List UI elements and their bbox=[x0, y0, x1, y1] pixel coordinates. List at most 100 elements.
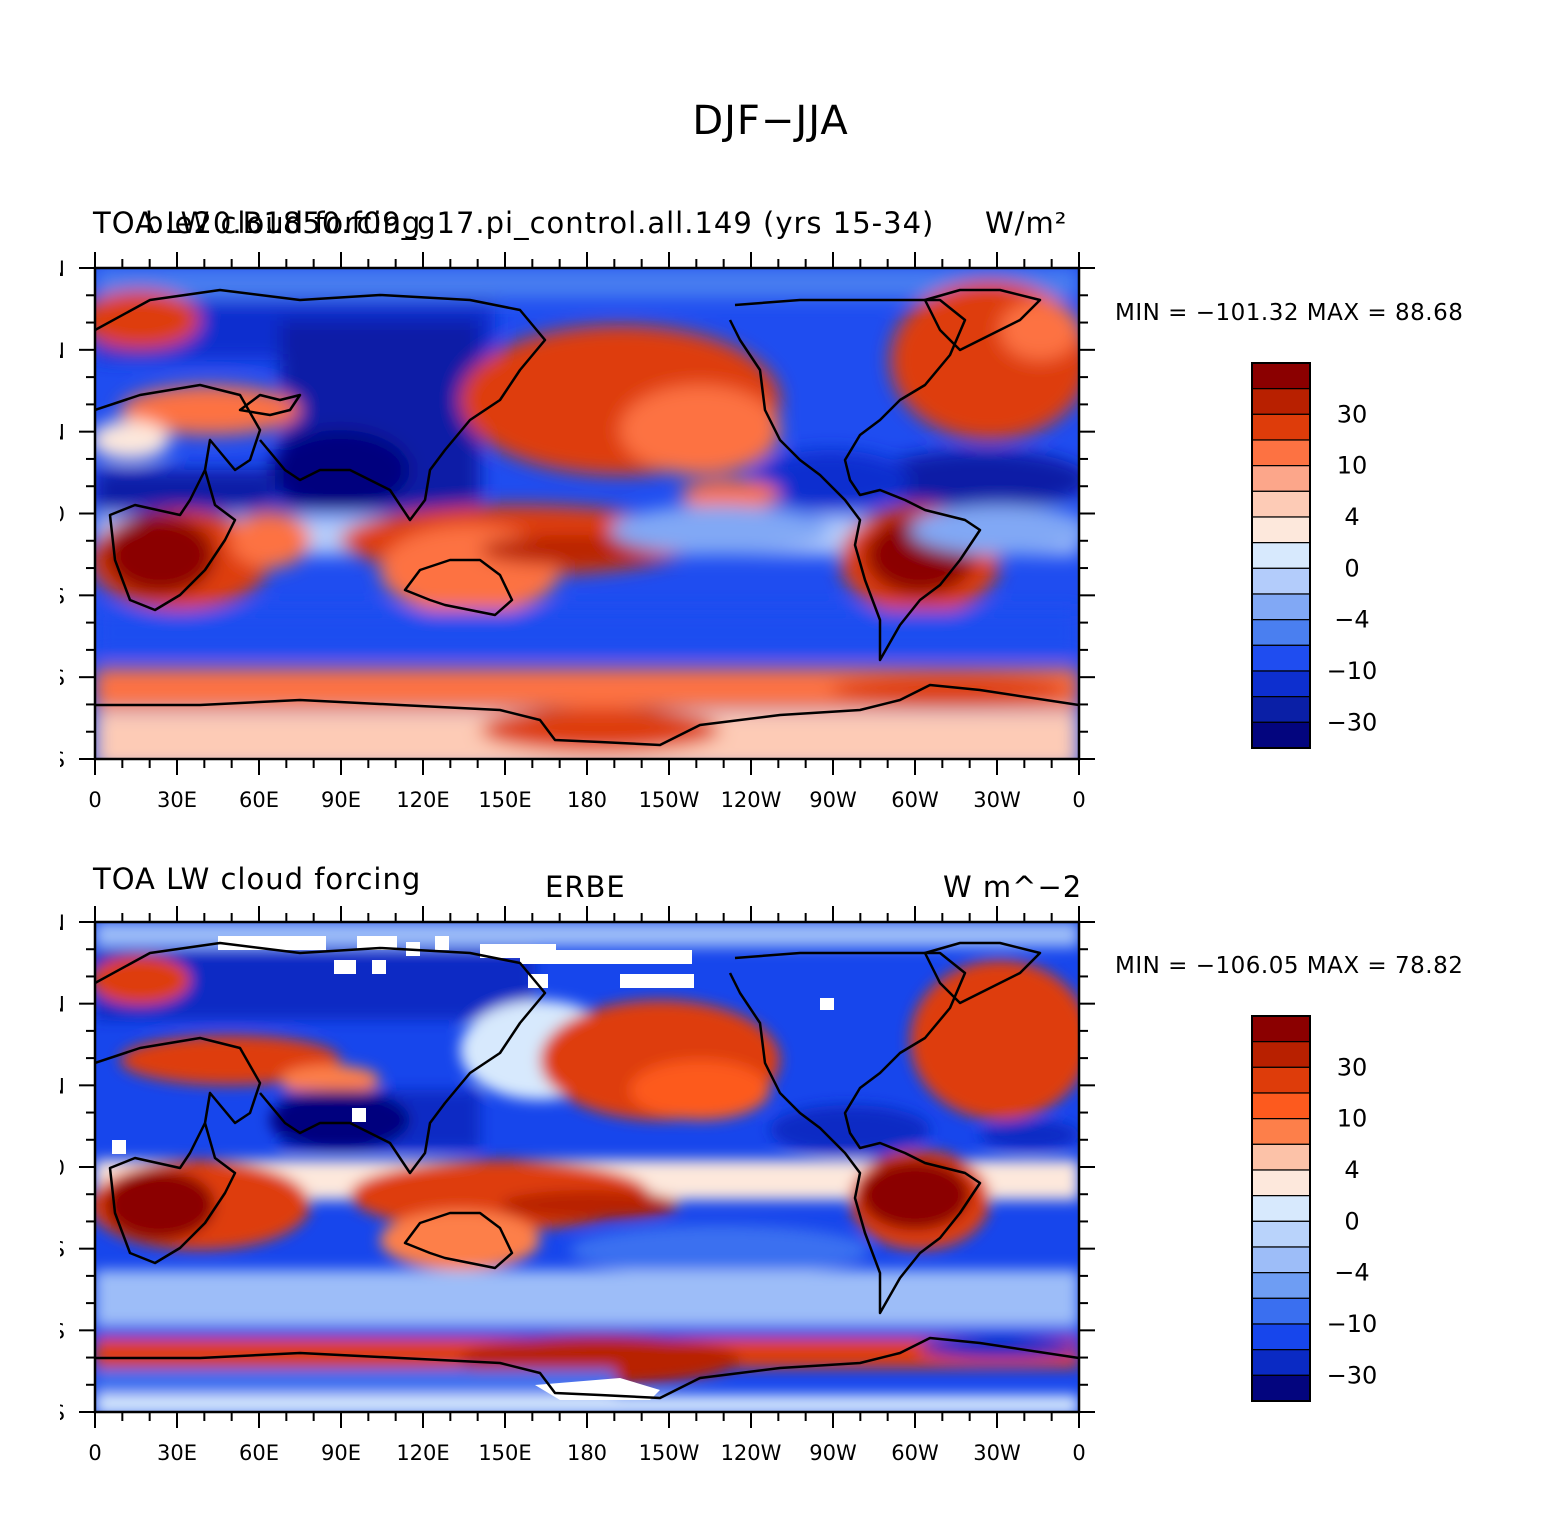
lon-tick-label: 60W bbox=[891, 788, 939, 812]
colorbar-swatch bbox=[1251, 670, 1311, 698]
colorbar-swatch bbox=[1251, 721, 1311, 749]
lon-tick-label: 30W bbox=[973, 1441, 1021, 1465]
lon-tick-label: 120W bbox=[721, 788, 782, 812]
colorbar-label: −4 bbox=[1334, 606, 1369, 634]
panel1-colorbar: 30 10 4 0 −4 −10 −30 bbox=[1251, 362, 1378, 749]
colorbar-swatch bbox=[1251, 619, 1311, 646]
colorbar-swatch bbox=[1251, 413, 1311, 441]
panel2-map: 0 30E 60E 90E 120E 150E 180 150W 120W 90W 60W 30W 0 9… bbox=[60, 906, 1095, 1465]
colorbar-label: 0 bbox=[1344, 1207, 1359, 1235]
colorbar-swatch bbox=[1251, 1195, 1311, 1222]
lat-tick-label: 30N bbox=[60, 1074, 65, 1098]
lon-tick-label: 120E bbox=[396, 788, 449, 812]
colorbar-label: 10 bbox=[1337, 452, 1368, 480]
colorbar-swatch bbox=[1251, 1092, 1311, 1120]
colorbar-swatch bbox=[1251, 1041, 1311, 1068]
panel2-units: W m^−2 bbox=[943, 870, 1083, 904]
lon-tick-label: 90E bbox=[321, 788, 361, 812]
panel1-left-title: TOA LW cloud forcing bbox=[93, 206, 422, 240]
colorbar-frame bbox=[1251, 362, 1311, 749]
colorbar-swatch bbox=[1251, 1220, 1311, 1248]
colorbar-swatch bbox=[1251, 1066, 1311, 1094]
lon-tick-label: 120W bbox=[721, 1441, 782, 1465]
lon-tick-label: 0 bbox=[88, 788, 101, 812]
colorbar-label: 4 bbox=[1344, 503, 1359, 531]
lon-tick-label: 90W bbox=[809, 788, 857, 812]
colorbar-frame bbox=[1251, 1015, 1311, 1402]
panel1-min-max: MIN = −101.32 MAX = 88.68 bbox=[1115, 300, 1464, 326]
colorbar-swatch bbox=[1251, 644, 1311, 672]
lon-tick-label: 0 bbox=[1072, 1441, 1085, 1465]
panel2-left-title: TOA LW cloud forcing bbox=[93, 862, 422, 896]
lat-tick-label: 60S bbox=[60, 666, 65, 690]
lon-tick-label: 180 bbox=[567, 1441, 607, 1465]
lon-tick-label: 60W bbox=[891, 1441, 939, 1465]
colorbar-swatch bbox=[1251, 1323, 1311, 1351]
lat-tick-label: 90N bbox=[60, 257, 65, 281]
lon-tick-label: 60E bbox=[239, 788, 279, 812]
colorbar-label: 0 bbox=[1344, 554, 1359, 582]
panel1-units: W/m² bbox=[985, 206, 1068, 240]
lon-tick-label: 90E bbox=[321, 1441, 361, 1465]
colorbar-swatch bbox=[1251, 593, 1311, 621]
lon-tick-label: 30E bbox=[157, 788, 197, 812]
colorbar-label: 30 bbox=[1337, 1053, 1368, 1081]
lon-tick-label: 180 bbox=[567, 788, 607, 812]
panel1-coastlines bbox=[95, 288, 1079, 747]
lon-tick-label: 150E bbox=[478, 1441, 531, 1465]
lat-tick-label: 30N bbox=[60, 421, 65, 445]
lon-tick-label: 120E bbox=[396, 1441, 449, 1465]
lat-tick-label: 90S bbox=[60, 1401, 65, 1425]
colorbar-swatch bbox=[1251, 1272, 1311, 1299]
colorbar-swatch bbox=[1251, 567, 1311, 595]
lat-tick-label: 0 bbox=[60, 503, 65, 527]
colorbar-swatch bbox=[1251, 1143, 1311, 1171]
lon-tick-label: 150E bbox=[478, 788, 531, 812]
lon-tick-label: 90W bbox=[809, 1441, 857, 1465]
lat-tick-label: 60N bbox=[60, 339, 65, 363]
panel2-ticks: 0 30E 60E 90E 120E 150E 180 150W 120W 90W 60W 30W 0 9… bbox=[60, 906, 1095, 1465]
panel1-ticks: 030E60E90E120E150E180150W120W90W60W30W09… bbox=[60, 252, 1095, 812]
colorbar-label: −4 bbox=[1334, 1259, 1369, 1287]
colorbar-label: −10 bbox=[1327, 657, 1378, 685]
figure-title: DJF−JJA bbox=[692, 98, 849, 144]
lat-tick-label: 0 bbox=[60, 1156, 65, 1180]
colorbar-swatch bbox=[1251, 516, 1311, 544]
lon-tick-label: 150W bbox=[639, 788, 700, 812]
panel1-map: 030E60E90E120E150E180150W120W90W60W30W09… bbox=[60, 252, 1095, 812]
colorbar-label: 10 bbox=[1337, 1105, 1368, 1133]
panel2-center-title: ERBE bbox=[545, 870, 626, 904]
lat-tick-label: 30S bbox=[60, 584, 65, 608]
colorbar-swatch bbox=[1251, 696, 1311, 723]
panel2-coastlines bbox=[95, 941, 1079, 1400]
panel2-colorbar: 30 10 4 0 −4 −10 −30 bbox=[1251, 1015, 1378, 1402]
colorbar-swatch bbox=[1251, 542, 1311, 569]
colorbar-swatch bbox=[1251, 465, 1311, 492]
colorbar-swatch bbox=[1251, 1374, 1311, 1402]
colorbar-swatch bbox=[1251, 490, 1311, 518]
colorbar-label: 30 bbox=[1337, 400, 1368, 428]
colorbar-swatch bbox=[1251, 1246, 1311, 1274]
lat-tick-label: 30S bbox=[60, 1238, 65, 1262]
lon-tick-label: 30W bbox=[973, 788, 1021, 812]
panel2-min-max: MIN = −106.05 MAX = 78.82 bbox=[1115, 953, 1464, 979]
lat-tick-label: 60S bbox=[60, 1319, 65, 1343]
lon-tick-label: 30E bbox=[157, 1441, 197, 1465]
lon-tick-label: 60E bbox=[239, 1441, 279, 1465]
colorbar-swatch bbox=[1251, 362, 1311, 390]
lat-tick-label: 60N bbox=[60, 993, 65, 1017]
lon-tick-label: 0 bbox=[1072, 788, 1085, 812]
lat-tick-label: 90N bbox=[60, 911, 65, 935]
colorbar-label: 4 bbox=[1344, 1156, 1359, 1184]
colorbar-swatch bbox=[1251, 1297, 1311, 1325]
colorbar-swatch bbox=[1251, 388, 1311, 415]
panel2-missing-data bbox=[112, 936, 834, 1400]
colorbar-label: −10 bbox=[1327, 1310, 1378, 1338]
colorbar-label: −30 bbox=[1327, 708, 1378, 736]
lat-tick-label: 90S bbox=[60, 748, 65, 772]
colorbar-label: −30 bbox=[1327, 1361, 1378, 1389]
lon-tick-label: 150W bbox=[639, 1441, 700, 1465]
colorbar-swatch bbox=[1251, 1015, 1311, 1043]
colorbar-swatch bbox=[1251, 439, 1311, 467]
colorbar-swatch bbox=[1251, 1349, 1311, 1376]
